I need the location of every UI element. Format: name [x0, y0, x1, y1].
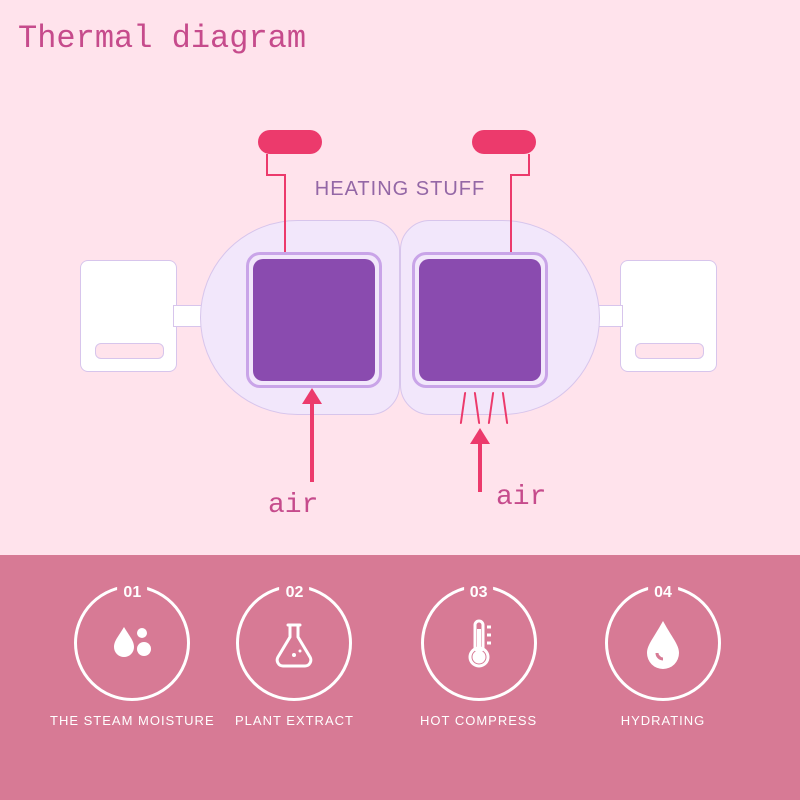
- air-label-right: air: [496, 482, 546, 513]
- feature-drop: 04 HYDRATING: [605, 585, 721, 728]
- feature-label: PLANT EXTRACT: [235, 713, 354, 728]
- feature-label: HYDRATING: [621, 713, 706, 728]
- ear-tab-left: [80, 260, 177, 372]
- feature-number: 02: [280, 584, 310, 602]
- thermal-diagram-infographic: Thermal diagram HEATING STUFF air air 01 THE …: [0, 0, 800, 800]
- air-label-left: air: [268, 490, 318, 521]
- heading-label: HEATING STUFF: [315, 178, 485, 201]
- flask-icon: 02: [236, 585, 352, 701]
- heating-pad-left: [246, 252, 382, 388]
- feature-number: 04: [648, 584, 678, 602]
- heating-pad-right: [412, 252, 548, 388]
- callout-pill-right: [472, 130, 536, 154]
- feature-number: 01: [117, 584, 147, 602]
- feature-flask: 02 PLANT EXTRACT: [235, 585, 354, 728]
- feature-thermometer: 03 HOT COMPRESS: [420, 585, 537, 728]
- feature-label: HOT COMPRESS: [420, 713, 537, 728]
- drop-icon: 04: [605, 585, 721, 701]
- callout-pill-left: [258, 130, 322, 154]
- thermometer-icon: 03: [421, 585, 537, 701]
- ear-tab-right: [620, 260, 717, 372]
- page-title: Thermal diagram: [18, 20, 306, 57]
- feature-number: 03: [464, 584, 494, 602]
- droplets-icon: 01: [74, 585, 190, 701]
- feature-droplets: 01 THE STEAM MOISTURE: [50, 585, 215, 728]
- feature-label: THE STEAM MOISTURE: [50, 713, 215, 728]
